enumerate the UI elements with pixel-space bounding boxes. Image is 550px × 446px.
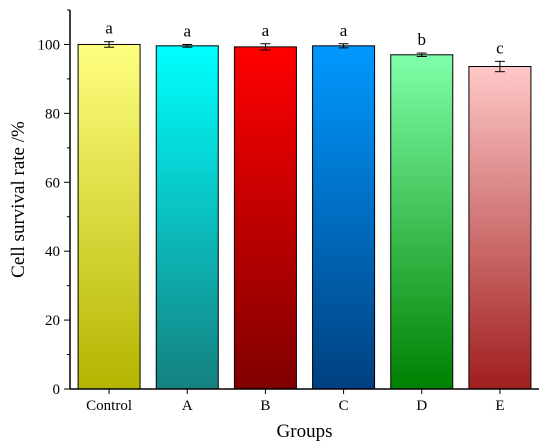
y-tick-label-80: 80 bbox=[45, 106, 60, 122]
x-tick-label-e: E bbox=[495, 398, 504, 414]
significance-label-e: c bbox=[496, 38, 504, 57]
x-tick-label-control: Control bbox=[86, 398, 132, 414]
y-tick-label-0: 0 bbox=[53, 382, 61, 398]
axes-layer: Control A B C D E 0 20 40 60 80 100 bbox=[38, 9, 539, 414]
x-axis-title: Groups bbox=[277, 421, 333, 442]
y-tick-label-20: 20 bbox=[45, 313, 60, 329]
bar-a bbox=[155, 45, 219, 390]
significance-label-c: a bbox=[340, 21, 348, 40]
x-tick-label-a: A bbox=[182, 398, 193, 414]
bars-layer: a a a a b c bbox=[77, 19, 532, 390]
bar-d bbox=[390, 54, 454, 390]
y-axis-title: Cell survival rate /% bbox=[8, 121, 29, 278]
bar-c bbox=[312, 45, 376, 390]
significance-label-b: a bbox=[262, 21, 270, 40]
significance-label-control: a bbox=[105, 19, 113, 38]
x-tick-label-d: D bbox=[416, 398, 427, 414]
y-tick-label-60: 60 bbox=[45, 175, 60, 191]
bar-control bbox=[77, 43, 141, 390]
x-tick-label-c: C bbox=[339, 398, 349, 414]
bar-e bbox=[468, 66, 532, 390]
significance-label-a: a bbox=[183, 21, 191, 40]
bar-b bbox=[233, 46, 297, 390]
significance-label-d: b bbox=[418, 30, 427, 49]
x-tick-label-b: B bbox=[260, 398, 270, 414]
y-tick-label-40: 40 bbox=[45, 244, 60, 260]
y-tick-label-100: 100 bbox=[38, 37, 61, 53]
